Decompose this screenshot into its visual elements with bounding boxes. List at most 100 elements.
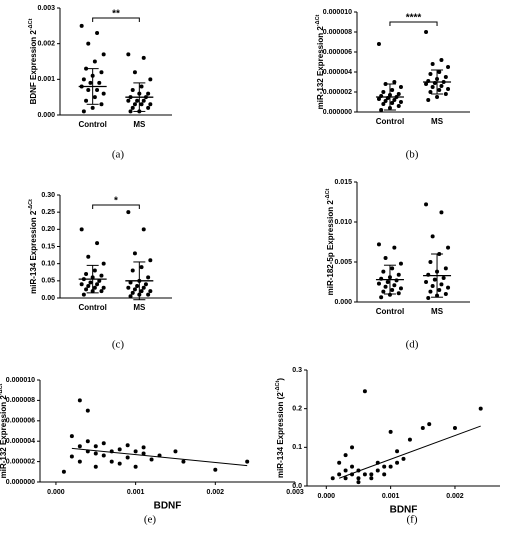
y-tick-label: 0.25 xyxy=(41,209,55,216)
point xyxy=(95,88,100,93)
point xyxy=(392,80,397,84)
point xyxy=(88,280,93,285)
point xyxy=(443,75,448,79)
point xyxy=(101,52,106,57)
x-tick-label: 0.000 xyxy=(47,489,65,496)
point xyxy=(381,102,386,106)
panel-label: (b) xyxy=(406,149,419,161)
y-axis-label: BDNF Expression 2-ΔCt xyxy=(28,18,38,104)
point xyxy=(390,266,395,271)
point xyxy=(101,91,106,96)
point xyxy=(90,105,95,110)
point xyxy=(101,261,106,266)
y-tick-label: 0.002 xyxy=(37,41,55,48)
point xyxy=(84,271,89,276)
y-axis-label: miR-132 Expression 2-ΔCt xyxy=(0,383,8,478)
point xyxy=(135,98,140,103)
y-tick-label: 0.005 xyxy=(334,259,352,266)
point xyxy=(443,266,448,271)
point xyxy=(213,467,218,472)
point xyxy=(437,288,442,292)
point xyxy=(426,98,431,102)
y-axis-label-text: miR-132 Expression 2 xyxy=(316,26,325,110)
point xyxy=(446,285,451,290)
y-tick-label: 0.001 xyxy=(37,76,55,83)
point xyxy=(99,289,104,294)
y-axis-label-sup: -ΔCt xyxy=(315,14,321,26)
y-axis-label-text: BDNF Expression 2 xyxy=(29,30,38,105)
point xyxy=(420,426,425,430)
significance-label: * xyxy=(114,196,118,207)
y-axis-label-sup: -ΔCt xyxy=(0,383,4,395)
point xyxy=(356,480,361,485)
y-tick-label: 0.15 xyxy=(41,243,55,250)
point xyxy=(125,455,130,460)
point xyxy=(398,286,403,291)
point xyxy=(362,389,367,394)
point xyxy=(117,461,122,466)
point xyxy=(126,285,131,290)
point xyxy=(139,102,144,107)
point xyxy=(128,109,133,114)
point xyxy=(446,65,451,69)
y-tick-label: 0.1 xyxy=(292,444,302,451)
point xyxy=(350,464,355,469)
point xyxy=(424,280,429,284)
y-tick-label: 0.015 xyxy=(334,179,352,186)
y-tick-label: 0.3 xyxy=(292,367,302,374)
point xyxy=(390,288,395,292)
point xyxy=(439,58,444,62)
point xyxy=(92,95,97,100)
point xyxy=(441,276,446,280)
panel-label: (d) xyxy=(406,339,419,351)
point xyxy=(446,87,451,91)
point xyxy=(141,55,146,60)
point xyxy=(101,285,106,290)
point xyxy=(148,289,153,294)
point xyxy=(383,99,388,103)
point xyxy=(133,449,138,454)
point xyxy=(398,261,403,266)
point xyxy=(388,429,393,434)
fit-line xyxy=(338,425,481,479)
panel: (a) 0.000 0.001 0.002 0.003 BDNF Expression 2… xyxy=(28,5,172,161)
point xyxy=(428,260,433,264)
point xyxy=(369,472,374,477)
y-axis-label-text: miR-132 Expression 2 xyxy=(0,395,8,479)
point xyxy=(69,434,74,439)
point xyxy=(126,210,131,215)
significance-label: ** xyxy=(112,9,120,20)
x-tick-label: MS xyxy=(431,117,444,126)
point xyxy=(141,445,146,450)
panel: (d) 0.000 0.005 0.010 0.015 miR-182-5p Expres… xyxy=(325,179,470,351)
point xyxy=(81,292,86,297)
point xyxy=(95,30,100,35)
point xyxy=(437,88,442,92)
point xyxy=(430,234,435,239)
point xyxy=(424,202,429,207)
point xyxy=(109,459,114,464)
significance-bracket xyxy=(92,204,140,209)
point xyxy=(427,422,432,427)
point xyxy=(401,456,406,461)
point xyxy=(395,449,400,454)
y-axis-label: miR-132 Expression 2-ΔCt xyxy=(315,14,325,109)
point xyxy=(128,294,133,299)
y-axis-label-sup: -ΔCt xyxy=(325,188,331,200)
y-axis-label-text: miR-134 Expression 2 xyxy=(29,210,38,294)
point xyxy=(92,59,97,64)
point xyxy=(128,280,133,285)
y-axis-label-sup: -ΔCt xyxy=(28,199,34,211)
y-axis-label-sup: -ΔCt xyxy=(275,380,281,392)
point xyxy=(149,457,154,462)
point xyxy=(95,241,100,246)
y-axis-label: miR-182-5p Expression 2-ΔCt xyxy=(325,188,335,295)
point xyxy=(132,251,137,256)
point xyxy=(430,85,435,89)
point xyxy=(428,289,433,294)
y-axis-label-sup: -ΔCt xyxy=(28,18,34,30)
point xyxy=(443,92,448,96)
point xyxy=(141,451,146,456)
point xyxy=(148,258,153,263)
